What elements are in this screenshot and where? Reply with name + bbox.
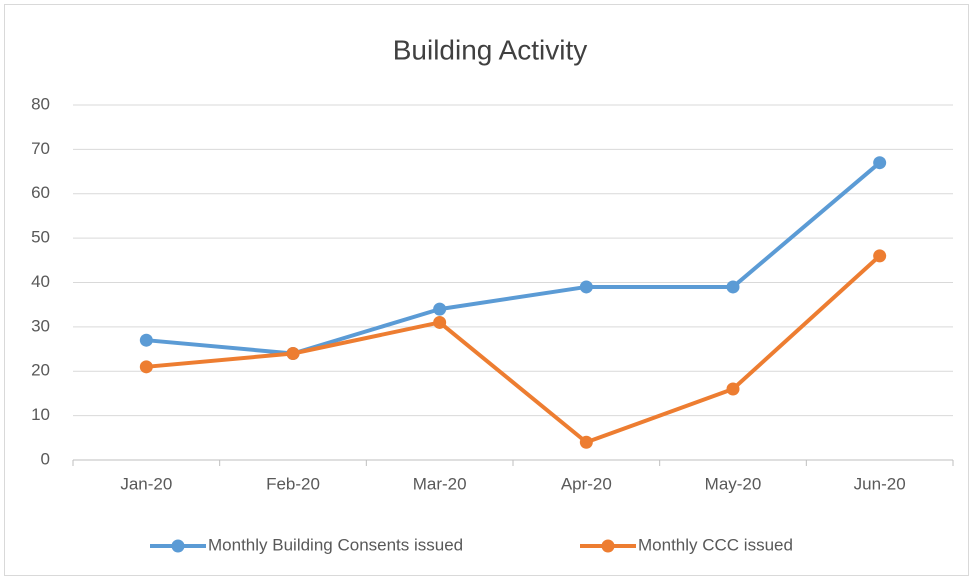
x-tick-label: Jan-20 bbox=[120, 474, 172, 493]
y-tick-label: 10 bbox=[31, 405, 50, 424]
y-tick-label: 70 bbox=[31, 139, 50, 158]
x-tick-label: Mar-20 bbox=[413, 474, 467, 493]
data-point bbox=[433, 315, 447, 329]
data-point bbox=[873, 249, 887, 263]
y-tick-label: 60 bbox=[31, 183, 50, 202]
chart-title: Building Activity bbox=[393, 34, 588, 65]
legend-swatch-marker bbox=[171, 539, 185, 553]
data-point bbox=[726, 280, 740, 294]
data-point bbox=[579, 435, 593, 449]
legend-swatch-marker bbox=[601, 539, 615, 553]
data-point bbox=[873, 156, 887, 170]
data-point bbox=[286, 347, 300, 360]
data-point bbox=[139, 333, 153, 347]
legend-label: Monthly Building Consents issued bbox=[208, 535, 463, 554]
series-line bbox=[144, 160, 882, 356]
data-point bbox=[433, 302, 447, 316]
legend-label: Monthly CCC issued bbox=[638, 535, 793, 554]
data-point bbox=[726, 382, 740, 396]
x-tick-label: May-20 bbox=[705, 474, 762, 493]
data-point bbox=[139, 360, 153, 374]
y-tick-label: 30 bbox=[31, 316, 50, 335]
data-point bbox=[579, 280, 593, 294]
series-line bbox=[144, 253, 882, 445]
y-tick-label: 0 bbox=[41, 449, 50, 468]
x-tick-label: Feb-20 bbox=[266, 474, 320, 493]
y-tick-label: 20 bbox=[31, 361, 50, 380]
chart-border bbox=[4, 4, 969, 576]
y-tick-label: 80 bbox=[31, 94, 50, 113]
x-tick-label: Jun-20 bbox=[854, 474, 906, 493]
y-tick-label: 50 bbox=[31, 228, 50, 247]
y-tick-label: 40 bbox=[31, 272, 50, 291]
x-tick-label: Apr-20 bbox=[561, 474, 612, 493]
